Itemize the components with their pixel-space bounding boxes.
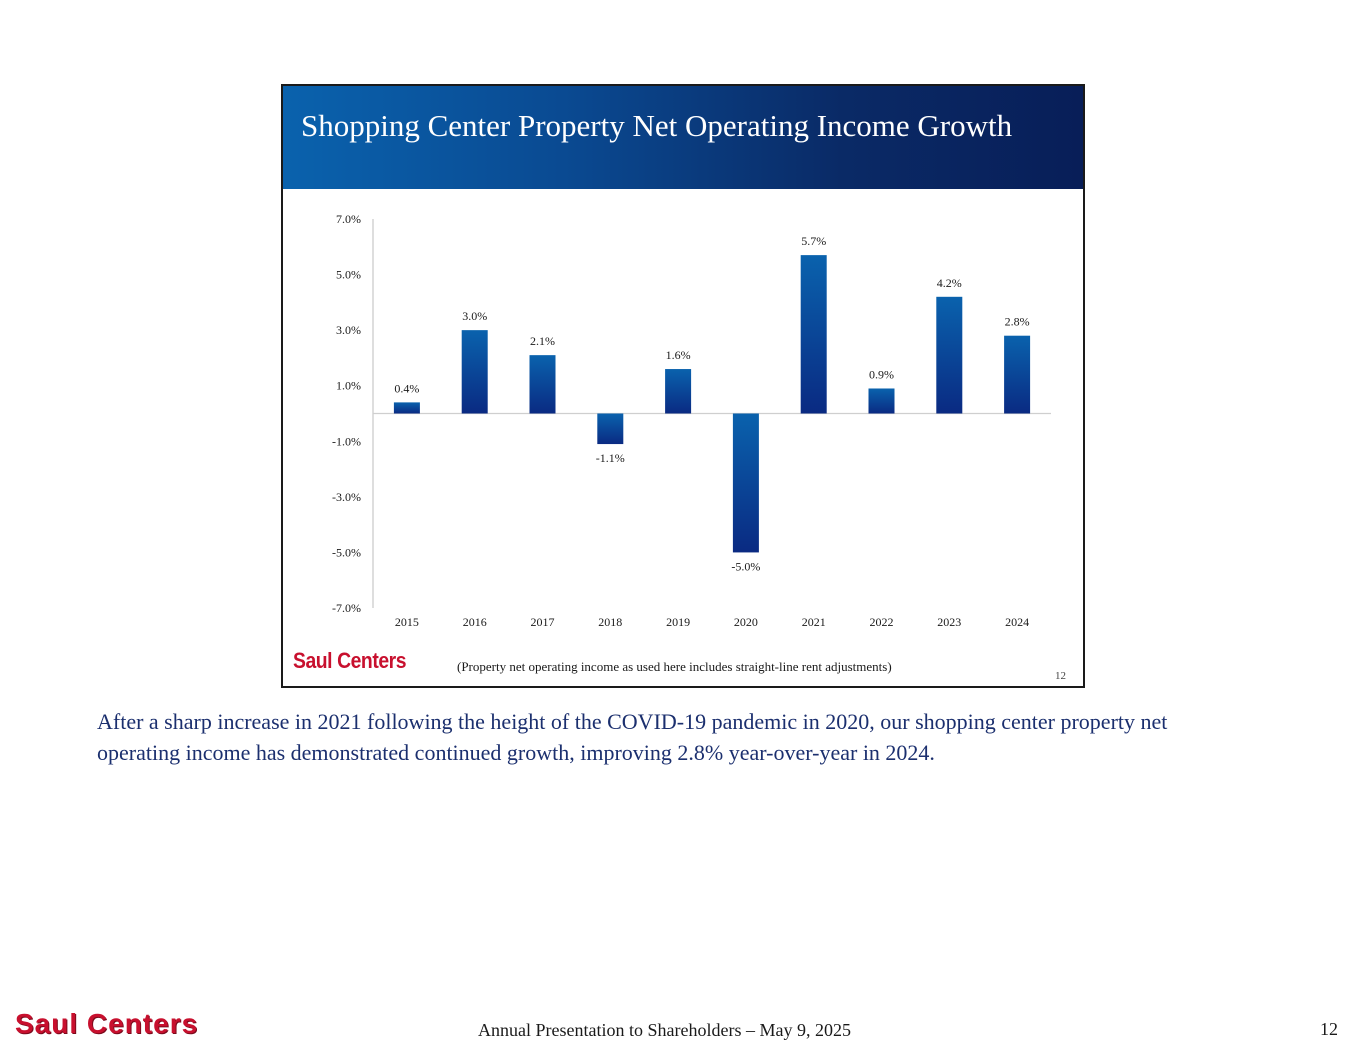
chart-slide: Shopping Center Property Net Operating I…	[281, 84, 1085, 688]
bar-2017	[529, 355, 556, 414]
bar-2021	[800, 255, 827, 414]
data-label-2021: 5.7%	[801, 234, 826, 248]
x-tick-label-2022: 2022	[870, 615, 894, 629]
data-label-2024: 2.8%	[1005, 315, 1030, 329]
bar-2024	[1004, 335, 1031, 414]
y-tick-label: -7.0%	[332, 601, 361, 615]
data-label-2022: 0.9%	[869, 367, 894, 381]
chart-footnote: (Property net operating income as used h…	[457, 659, 892, 674]
x-tick-label-2016: 2016	[463, 615, 487, 629]
bar-2018	[597, 413, 624, 445]
x-tick-label-2018: 2018	[598, 615, 622, 629]
saul-centers-logo: Saul Centers	[293, 648, 407, 673]
footer-logo: Saul Centers	[15, 1008, 199, 1039]
y-tick-label: 1.0%	[336, 379, 361, 393]
x-tick-label-2023: 2023	[937, 615, 961, 629]
y-tick-label: 3.0%	[336, 323, 361, 337]
y-tick-label: -5.0%	[332, 545, 361, 559]
data-label-2023: 4.2%	[937, 276, 962, 290]
bar-2015	[393, 402, 420, 414]
footer-page-number: 12	[1320, 1019, 1338, 1039]
x-tick-label-2017: 2017	[531, 615, 555, 629]
caption: After a sharp increase in 2021 following…	[97, 709, 1168, 765]
data-label-2016: 3.0%	[462, 309, 487, 323]
x-tick-label-2019: 2019	[666, 615, 690, 629]
slide-header: Shopping Center Property Net Operating I…	[283, 86, 1083, 189]
x-tick-label-2024: 2024	[1005, 615, 1029, 629]
y-tick-label: -3.0%	[332, 490, 361, 504]
bar-2022	[868, 388, 895, 414]
footer-text: Annual Presentation to Shareholders – Ma…	[478, 1020, 851, 1040]
data-label-2018: -1.1%	[596, 451, 625, 465]
data-label-2017: 2.1%	[530, 334, 555, 348]
data-label-2020: -5.0%	[731, 559, 760, 573]
chart-title: Shopping Center Property Net Operating I…	[301, 108, 1013, 143]
x-tick-label-2020: 2020	[734, 615, 758, 629]
bar-2019	[665, 369, 692, 414]
x-tick-label-2021: 2021	[802, 615, 826, 629]
y-tick-label: 5.0%	[336, 268, 361, 282]
data-label-2019: 1.6%	[666, 348, 691, 362]
y-tick-label: 7.0%	[336, 212, 361, 226]
x-tick-label-2015: 2015	[395, 615, 419, 629]
bar-2016	[461, 330, 488, 414]
bar-2023	[936, 296, 963, 414]
slide-page-number: 12	[1055, 670, 1066, 682]
bar-2020	[732, 413, 759, 553]
bar-chart: 7.0% 5.0% 3.0% 1.0% -1.0% -3.0% -5.0% -7.0% 0.4…	[332, 212, 1051, 629]
data-label-2015: 0.4%	[394, 381, 419, 395]
y-tick-label: -1.0%	[332, 434, 361, 448]
